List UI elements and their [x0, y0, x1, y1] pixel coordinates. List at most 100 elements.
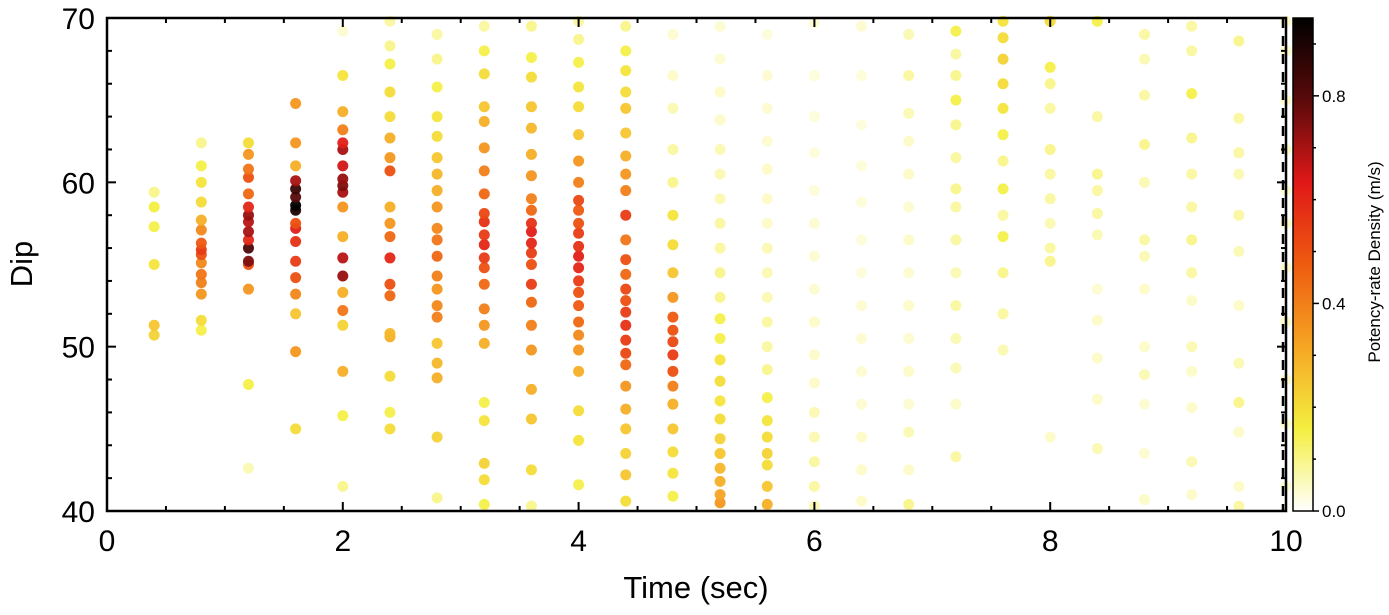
- data-point: [431, 492, 443, 504]
- data-point: [431, 337, 443, 349]
- data-point: [337, 480, 349, 492]
- plot-area: [105, 15, 1292, 513]
- data-point: [667, 143, 679, 155]
- data-point: [620, 495, 632, 507]
- x-tick-label-8: 8: [1042, 525, 1059, 558]
- data-point: [337, 173, 349, 185]
- data-point: [667, 336, 679, 348]
- data-point: [573, 329, 585, 341]
- data-point: [195, 314, 207, 326]
- data-point: [714, 242, 726, 254]
- data-point: [290, 272, 302, 284]
- data-point: [1186, 456, 1198, 468]
- data-point: [242, 378, 254, 390]
- data-point: [997, 267, 1009, 279]
- data-point: [384, 132, 396, 144]
- data-point: [808, 111, 820, 123]
- data-point: [667, 349, 679, 361]
- data-point: [431, 111, 443, 123]
- data-point: [525, 204, 537, 216]
- data-point: [903, 201, 915, 213]
- data-points: [148, 15, 1292, 512]
- data-point: [856, 119, 868, 131]
- data-point: [384, 86, 396, 98]
- data-point: [573, 240, 585, 252]
- data-point: [714, 462, 726, 474]
- data-point: [761, 267, 773, 279]
- data-point: [1186, 45, 1198, 57]
- data-point: [761, 480, 773, 492]
- data-point: [667, 209, 679, 221]
- data-point: [903, 234, 915, 246]
- x-tick-label-2: 2: [334, 525, 351, 558]
- data-point: [997, 53, 1009, 65]
- data-point: [573, 262, 585, 274]
- data-point: [808, 316, 820, 328]
- data-point: [1044, 78, 1056, 90]
- data-point: [148, 221, 160, 233]
- data-point: [478, 239, 490, 251]
- data-point: [1186, 132, 1198, 144]
- data-point: [1139, 283, 1151, 295]
- data-point: [337, 25, 349, 37]
- data-point: [1186, 20, 1198, 32]
- data-point: [903, 107, 915, 119]
- data-point: [1186, 88, 1198, 100]
- data-point: [478, 188, 490, 200]
- data-point: [1091, 283, 1103, 295]
- data-point: [808, 480, 820, 492]
- data-point: [478, 101, 490, 113]
- data-point: [1139, 369, 1151, 381]
- data-point: [431, 130, 443, 142]
- data-point: [997, 102, 1009, 114]
- data-point: [620, 447, 632, 459]
- data-point: [620, 209, 632, 221]
- data-point: [1044, 431, 1056, 443]
- data-point: [667, 467, 679, 479]
- data-point: [337, 270, 349, 282]
- y-tick-label-70: 70: [62, 3, 95, 36]
- data-point: [761, 70, 773, 82]
- data-point: [620, 380, 632, 392]
- data-point: [1233, 397, 1245, 409]
- data-point: [856, 234, 868, 246]
- data-point: [242, 209, 254, 221]
- data-point: [525, 500, 537, 512]
- data-point: [620, 295, 632, 307]
- plot-frame: [105, 16, 1288, 513]
- axis-ticks: [106, 17, 1287, 512]
- data-point: [714, 168, 726, 180]
- data-point: [950, 234, 962, 246]
- data-point: [290, 217, 302, 229]
- data-point: [761, 163, 773, 175]
- data-point: [573, 176, 585, 188]
- data-point: [1233, 245, 1245, 257]
- data-point: [525, 226, 537, 238]
- data-point: [761, 102, 773, 114]
- data-point: [384, 252, 396, 264]
- data-point: [384, 423, 396, 435]
- data-point: [903, 70, 915, 82]
- data-point: [1091, 393, 1103, 405]
- data-point: [620, 347, 632, 359]
- data-point: [856, 332, 868, 344]
- data-point: [808, 349, 820, 361]
- data-point: [903, 332, 915, 344]
- data-point: [478, 278, 490, 290]
- data-point: [667, 311, 679, 323]
- data-point: [950, 332, 962, 344]
- data-point: [1044, 143, 1056, 155]
- data-point: [1139, 341, 1151, 353]
- data-point: [290, 97, 302, 109]
- data-point: [573, 300, 585, 312]
- data-point: [1091, 229, 1103, 241]
- data-point: [431, 222, 443, 234]
- data-point: [950, 201, 962, 213]
- data-point: [431, 372, 443, 384]
- data-point: [431, 311, 443, 323]
- data-point: [808, 185, 820, 197]
- data-point: [290, 235, 302, 247]
- data-point: [1233, 500, 1245, 512]
- data-point: [808, 406, 820, 418]
